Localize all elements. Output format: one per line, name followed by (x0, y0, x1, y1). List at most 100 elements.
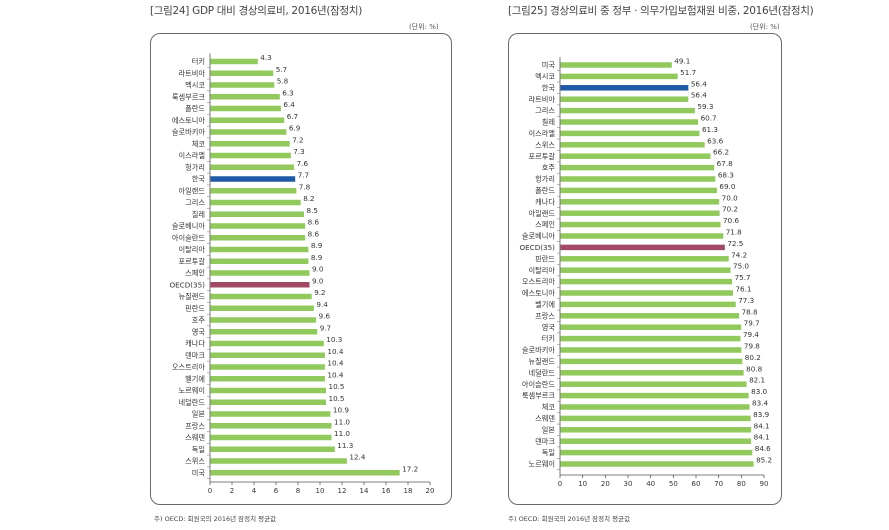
bar (210, 105, 281, 112)
bar (210, 199, 301, 206)
data-label: 8.6 (308, 218, 320, 227)
bar (560, 370, 744, 376)
bar (560, 267, 731, 273)
bar (560, 404, 750, 410)
bar (210, 70, 274, 76)
x-tick-label: 12 (338, 487, 347, 495)
bar (210, 458, 347, 464)
bar (210, 211, 304, 217)
data-label: 70.0 (722, 193, 738, 202)
bar (560, 221, 721, 228)
category-label: 벨기에 (535, 300, 555, 309)
data-label: 9.7 (320, 323, 331, 332)
data-label: 84.1 (754, 421, 770, 430)
category-label: 이탈리아 (529, 266, 556, 275)
bar (560, 335, 741, 342)
chart-note: 주) OECD: 회원국의 2016년 잠정치 평균값 (154, 515, 277, 523)
category-label: 슬로바키아 (172, 128, 205, 137)
data-label: 11.0 (334, 417, 350, 426)
category-label: 헝가리 (535, 175, 555, 184)
data-label: 10.4 (327, 347, 343, 356)
data-label: 68.3 (718, 171, 734, 180)
bar (560, 210, 720, 216)
data-label: 8.5 (307, 206, 318, 215)
x-tick-label: 10 (578, 480, 587, 488)
bar (560, 62, 672, 68)
category-label: 체코 (542, 403, 556, 412)
data-label: 6.3 (282, 88, 293, 97)
bar (560, 461, 754, 467)
bar (210, 58, 258, 65)
data-label: 12.4 (349, 453, 365, 462)
category-label: 그리스 (535, 106, 555, 115)
category-label: 미국 (192, 468, 206, 477)
x-tick-label: 18 (404, 487, 413, 495)
category-label: 스웨덴 (535, 414, 555, 423)
data-label: 69.0 (719, 182, 735, 191)
category-label: 독일 (542, 448, 555, 457)
data-label: 10.4 (327, 370, 343, 379)
data-label: 84.1 (754, 433, 770, 442)
category-label: 스위스 (185, 457, 205, 466)
category-label: 헝가리 (185, 163, 205, 172)
bar (210, 223, 306, 229)
category-label: 터키 (542, 334, 555, 343)
data-label: 75.7 (735, 273, 751, 282)
x-tick-label: 14 (360, 487, 369, 495)
data-label: 78.8 (742, 307, 758, 316)
category-label: 포르투갈 (179, 257, 206, 266)
data-label: 10.4 (327, 359, 343, 368)
data-label: 9.4 (316, 300, 328, 309)
data-label: 63.6 (707, 136, 723, 145)
bar (210, 129, 287, 135)
data-label: 66.2 (713, 148, 729, 157)
category-label: 룩셈부르크 (172, 92, 205, 101)
data-label: 17.2 (402, 464, 418, 473)
data-label: 70.6 (723, 216, 739, 225)
bar (560, 313, 740, 319)
bar (210, 376, 325, 382)
bar (210, 399, 326, 405)
bar (210, 470, 400, 476)
data-label: 80.8 (746, 364, 762, 373)
x-tick-label: 16 (382, 487, 391, 495)
category-label: 칠레 (542, 118, 555, 127)
category-label: OECD(35) (519, 243, 555, 252)
bar (210, 340, 324, 347)
bar (560, 187, 717, 194)
category-label: 터키 (192, 57, 205, 66)
data-label: 9.0 (312, 276, 324, 285)
x-tick-label: 30 (624, 480, 633, 488)
data-label: 7.8 (299, 182, 311, 191)
data-label: 74.2 (731, 250, 747, 259)
x-tick-label: 0 (208, 487, 212, 495)
bar (560, 449, 753, 456)
bar (560, 130, 700, 137)
bar (210, 176, 296, 182)
data-label: 10.3 (326, 335, 342, 344)
category-label: 한국 (192, 175, 206, 184)
bar (210, 329, 318, 335)
bar (210, 446, 335, 452)
category-label: 룩셈부르크 (522, 391, 555, 400)
chart-title: [그림25] 경상의료비 중 정부 · 의무가입보험재원 비중, 2016년(잠… (508, 5, 814, 17)
bar (560, 347, 742, 353)
category-label: 아이슬란드 (172, 233, 205, 242)
category-label: 이스라엘 (179, 151, 206, 160)
category-label: 독일 (192, 445, 205, 454)
bar (210, 246, 309, 253)
category-label: 네덜란드 (179, 398, 206, 407)
bar (560, 427, 752, 433)
category-label: 호주 (542, 163, 556, 172)
bar (560, 85, 689, 91)
bar (210, 164, 295, 170)
data-label: 8.2 (303, 194, 314, 203)
data-label: 76.1 (735, 285, 751, 294)
category-label: 캐나다 (185, 339, 205, 348)
x-tick-label: 0 (558, 480, 562, 488)
category-label: 노르웨이 (529, 460, 555, 469)
data-label: 79.8 (744, 342, 760, 351)
data-label: 56.4 (691, 79, 707, 88)
bar (210, 141, 290, 147)
